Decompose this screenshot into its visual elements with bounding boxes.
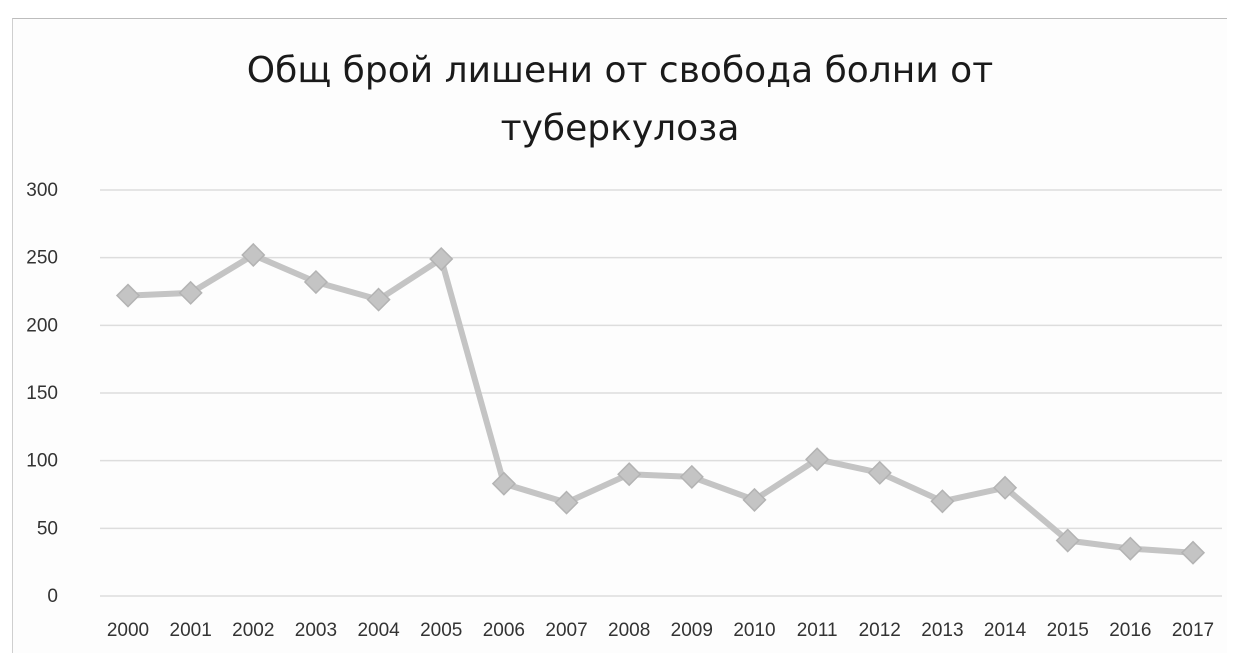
x-tick-label-2014: 2014 xyxy=(984,620,1027,641)
chart-frame xyxy=(12,18,1227,653)
y-tick-label-250: 250 xyxy=(26,248,58,269)
data-point-2016 xyxy=(1118,536,1143,561)
data-point-2015 xyxy=(1055,528,1080,553)
series-line-group xyxy=(115,242,1206,565)
data-point-2013 xyxy=(930,489,955,514)
x-tick-label-2004: 2004 xyxy=(357,620,400,641)
data-point-2010 xyxy=(742,487,767,512)
y-tick-label-0: 0 xyxy=(47,586,58,607)
series-line xyxy=(125,252,1196,556)
data-point-2009 xyxy=(679,464,704,489)
x-tick-label-2013: 2013 xyxy=(921,620,963,641)
data-point-2005 xyxy=(429,246,454,272)
y-axis-tick-labels: 0 50 100 150 200 250 300 xyxy=(26,180,58,607)
x-tick-label-2012: 2012 xyxy=(859,620,901,641)
x-tick-label-2010: 2010 xyxy=(733,620,775,641)
data-point-2011 xyxy=(805,447,830,472)
x-axis-tick-labels: 2000 2001 2002 2003 2004 2005 2006 2007 2008 2009… xyxy=(107,620,1214,641)
x-tick-label-2016: 2016 xyxy=(1109,620,1151,641)
data-point-2002 xyxy=(241,242,266,268)
data-point-2007 xyxy=(554,490,579,515)
y-tick-label-200: 200 xyxy=(26,315,58,336)
chart-title-line-2: туберкулоза xyxy=(500,108,740,149)
x-tick-label-2005: 2005 xyxy=(420,620,462,641)
x-tick-label-2003: 2003 xyxy=(295,620,337,641)
x-tick-label-2009: 2009 xyxy=(671,620,713,641)
y-tick-label-300: 300 xyxy=(26,180,58,201)
y-tick-label-50: 50 xyxy=(37,518,58,539)
data-point-2000 xyxy=(115,283,141,308)
data-point-2001 xyxy=(178,280,203,305)
data-point-2014 xyxy=(992,475,1018,500)
chart-title: Общ брой лишени от свобода болни от тубе… xyxy=(120,42,1120,158)
x-tick-label-2001: 2001 xyxy=(170,620,212,641)
data-point-2012 xyxy=(867,460,892,485)
x-tick-label-2008: 2008 xyxy=(608,620,650,641)
x-tick-label-2002: 2002 xyxy=(232,620,274,641)
x-tick-label-2000: 2000 xyxy=(107,620,149,641)
x-tick-label-2006: 2006 xyxy=(483,620,525,641)
x-tick-label-2007: 2007 xyxy=(545,620,587,641)
chart-title-line-1: Общ брой лишени от свобода болни от xyxy=(246,50,994,91)
x-tick-label-2017: 2017 xyxy=(1172,620,1214,641)
x-tick-label-2011: 2011 xyxy=(797,620,838,641)
y-tick-label-100: 100 xyxy=(26,451,58,472)
x-tick-label-2015: 2015 xyxy=(1047,620,1089,641)
data-point-2017 xyxy=(1180,540,1206,565)
data-point-2006 xyxy=(491,471,516,496)
data-point-2004 xyxy=(366,287,391,312)
y-tick-label-150: 150 xyxy=(26,383,58,404)
data-point-2003 xyxy=(303,269,329,295)
data-point-2008 xyxy=(617,462,642,487)
gridlines xyxy=(100,189,1222,597)
